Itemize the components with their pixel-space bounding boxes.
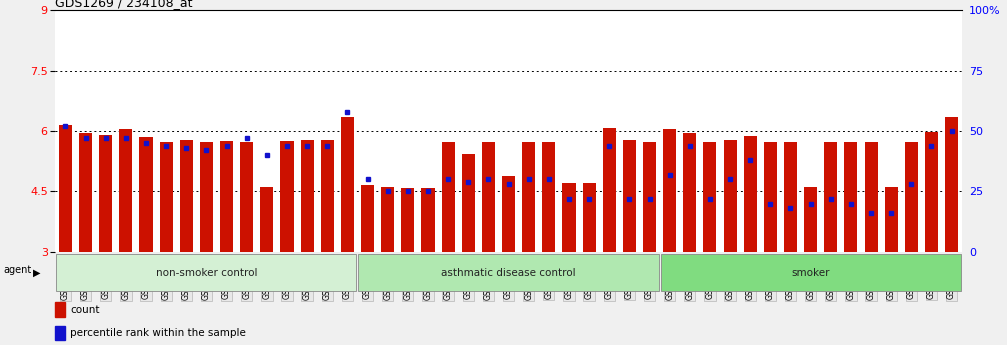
Bar — [904, 142, 917, 252]
Text: ▶: ▶ — [33, 268, 40, 277]
Bar — [703, 142, 717, 252]
FancyBboxPatch shape — [56, 254, 356, 291]
Bar — [401, 188, 414, 252]
Bar — [58, 125, 71, 252]
Text: agent: agent — [3, 266, 31, 275]
Bar — [199, 142, 212, 252]
Text: GDS1269 / 234108_at: GDS1269 / 234108_at — [55, 0, 193, 9]
Bar — [99, 135, 112, 252]
Bar — [79, 133, 92, 252]
Text: smoker: smoker — [792, 268, 830, 277]
Bar — [240, 142, 253, 252]
Bar — [723, 140, 736, 252]
Bar — [642, 142, 657, 252]
Bar — [562, 183, 576, 252]
Bar — [159, 142, 173, 252]
Bar — [763, 142, 776, 252]
FancyBboxPatch shape — [661, 254, 961, 291]
Bar — [804, 187, 817, 252]
FancyBboxPatch shape — [358, 254, 659, 291]
Text: asthmatic disease control: asthmatic disease control — [441, 268, 576, 277]
Bar — [381, 187, 394, 252]
Text: count: count — [69, 305, 100, 315]
Text: percentile rank within the sample: percentile rank within the sample — [69, 328, 246, 338]
Bar — [924, 132, 938, 252]
Bar — [461, 155, 474, 252]
Bar — [361, 186, 374, 252]
Bar — [945, 117, 958, 252]
Bar — [864, 142, 877, 252]
Bar — [340, 117, 354, 252]
Bar — [743, 136, 756, 252]
Bar — [55, 326, 65, 340]
Bar — [421, 188, 434, 252]
Bar — [522, 142, 536, 252]
Bar — [783, 142, 797, 252]
Bar — [441, 142, 454, 252]
Bar — [119, 129, 132, 252]
Bar — [622, 140, 635, 252]
Bar — [320, 140, 333, 252]
Bar — [220, 141, 233, 252]
Bar — [602, 128, 615, 252]
Bar — [824, 142, 837, 252]
Bar — [55, 303, 65, 317]
Bar — [139, 137, 153, 252]
Bar — [683, 133, 696, 252]
Bar — [844, 142, 857, 252]
Bar — [179, 140, 192, 252]
Bar — [884, 187, 897, 252]
Bar — [300, 140, 313, 252]
Bar — [481, 142, 494, 252]
Bar — [280, 141, 293, 252]
Bar — [542, 142, 555, 252]
Bar — [260, 187, 273, 252]
Bar — [501, 176, 515, 252]
Bar — [663, 129, 676, 252]
Bar — [582, 183, 595, 252]
Text: non-smoker control: non-smoker control — [156, 268, 257, 277]
